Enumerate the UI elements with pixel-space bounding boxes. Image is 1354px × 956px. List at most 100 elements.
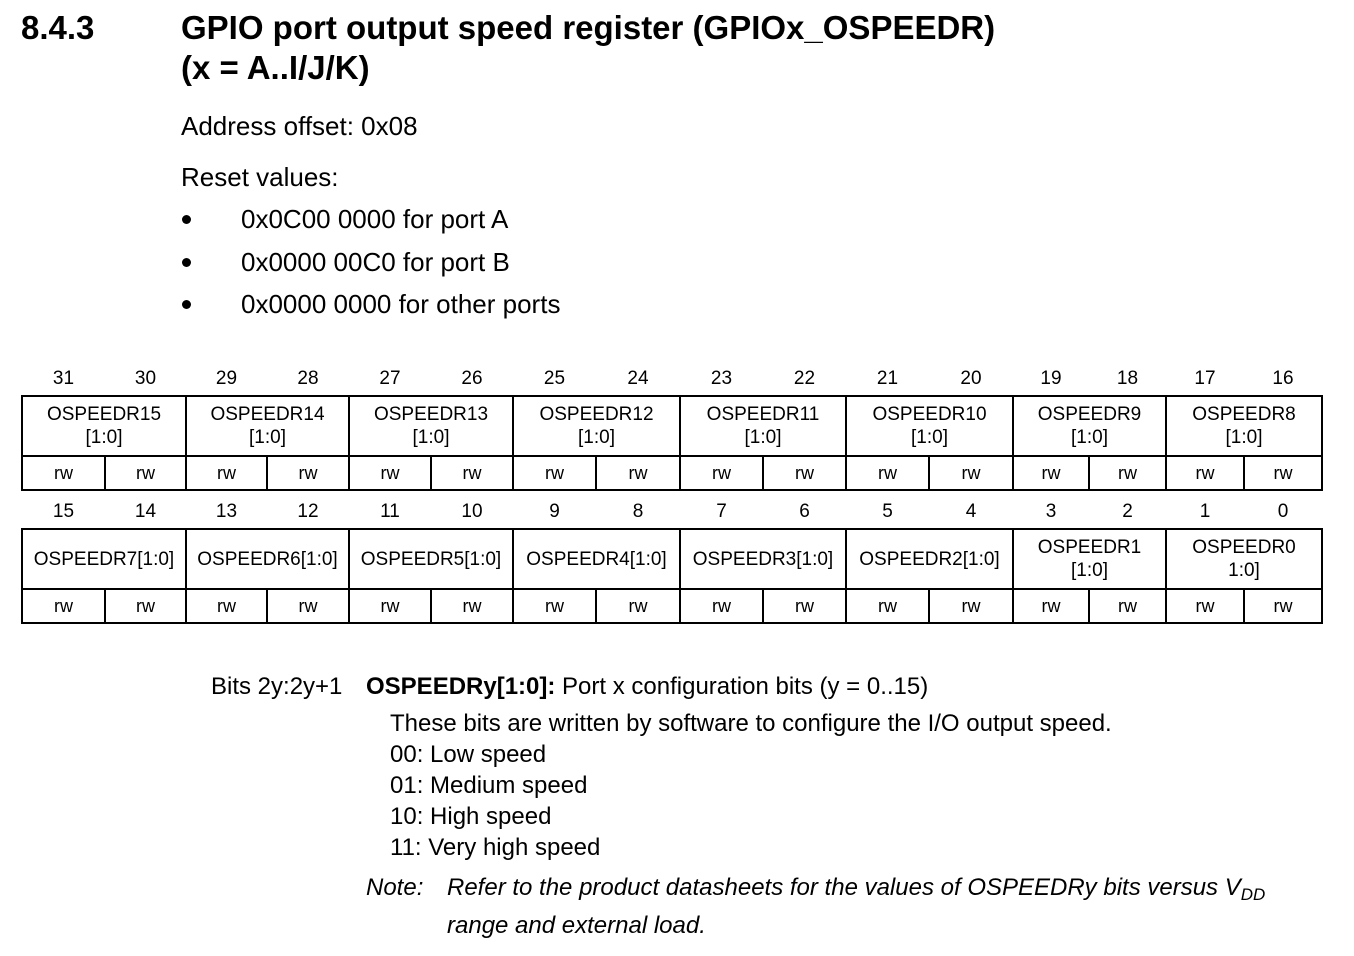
bit-number: 18 [1116,367,1139,389]
access-type: rw [1165,455,1245,491]
bit-number: 0 [1277,500,1289,522]
bit-number: 28 [297,367,319,389]
note-text: Refer to the product datasheets for the … [447,872,1265,941]
field-description-heading: OSPEEDRy[1:0]: Port x configuration bits… [366,673,928,701]
register-field: OSPEEDR7[1:0] [21,528,187,590]
access-type: rw [348,588,432,624]
description-line: 10: High speed [390,803,552,830]
register-field: OSPEEDR11 [1:0] [679,395,847,457]
access-type: rw [512,588,597,624]
access-type: rw [928,455,1014,491]
register-field: OSPEEDR14 [1:0] [185,395,350,457]
field-name: OSPEEDR2[1:0] [859,548,1000,570]
field-name: OSPEEDR3[1:0] [692,548,834,570]
access-type: rw [104,588,187,624]
field-range: 1:0] [1228,560,1260,581]
field-name-row: OSPEEDR15 [1:0] OSPEEDR14 [1:0] OSPEEDR13[… [21,395,1323,457]
register-field: OSPEEDR4[1:0] [512,528,681,590]
field-range: [1:0] [412,427,450,448]
register-field: OSPEEDR15 [1:0] [21,395,187,457]
register-field: OSPEEDR3[1:0] [679,528,847,590]
bit-number: 5 [882,500,893,522]
access-type: rw [1088,588,1167,624]
bit-number: 9 [549,500,560,522]
bit-number: 4 [965,500,977,522]
bullet-icon [182,258,191,267]
bullet-icon [182,300,191,309]
field-range: [1:0] [85,427,123,448]
reset-value-item: 0x0000 00C0 for port B [241,247,510,277]
access-type: rw [266,455,350,491]
bit-number: 23 [710,367,733,389]
field-name: OSPEEDR1 [1037,537,1142,558]
reset-values-label: Reset values: [181,162,339,192]
bit-number: 14 [134,500,157,522]
field-name: OSPEEDR7[1:0] [33,548,175,570]
access-type: rw [1012,588,1090,624]
section-title-line1: GPIO port output speed register (GPIOx_O… [181,9,996,46]
description-line: 01: Medium speed [390,772,588,799]
access-type: rw [185,455,268,491]
access-type: rw [762,588,847,624]
access-type: rw [1165,588,1245,624]
field-name: OSPEEDR11 [706,404,820,425]
bit-number: 11 [380,500,400,522]
field-name-bold: OSPEEDRy[1:0]: [366,673,556,700]
register-field: OSPEEDR10 [1:0] [845,395,1014,457]
access-type: rw [845,455,930,491]
field-range: [1:0] [911,427,948,448]
access-row: rw rw rw rw rw rw rw rw rw rw rw rw rw r… [21,455,1323,491]
field-range: [1:0] [1071,427,1108,448]
access-type: rw [595,455,681,491]
register-field: OSPEEDR12 [1:0] [512,395,681,457]
register-field: OSPEEDR9 [1:0] [1012,395,1167,457]
access-type: rw [266,588,350,624]
access-type: rw [679,455,764,491]
register-field: OSPEEDR0 1:0] [1165,528,1323,590]
field-description: Port x configuration bits (y = 0..15) [555,673,929,700]
field-range: [1:0] [1225,427,1263,448]
bit-number: 7 [716,500,727,522]
access-type: rw [185,588,268,624]
bit-number: 17 [1194,367,1216,389]
note-line2: range and external load. [447,912,706,939]
access-type: rw [1243,455,1323,491]
section-title: GPIO port output speed register (GPIOx_O… [181,8,995,88]
field-name: OSPEEDR8 [1192,404,1296,425]
bit-number: 25 [543,367,566,389]
bit-number: 15 [52,500,75,522]
access-type: rw [21,588,106,624]
description-line: 00: Low speed [390,741,547,768]
field-name: OSPEEDR15 [46,404,162,425]
field-name: OSPEEDR6[1:0] [197,548,338,570]
field-name: OSPEEDR13 [373,404,489,425]
bit-number: 22 [793,367,816,389]
section-number: 8.4.3 [21,9,95,46]
bit-number: 16 [1272,367,1294,389]
bits-label: Bits 2y:2y+1 [211,673,343,700]
register-field: OSPEEDR2[1:0] [845,528,1014,590]
field-description-body: These bits are written by software to co… [390,708,1112,863]
access-type: rw [430,455,514,491]
access-type: rw [430,588,514,624]
field-name: OSPEEDR10 [872,404,987,425]
access-type: rw [1088,455,1167,491]
field-name: OSPEEDR5[1:0] [360,548,502,570]
access-row: rw rw rw rw rw rw rw rw rw rw rw rw rw r… [21,588,1323,624]
bit-number-row: 31 30 29 28 27 26 25 24 23 22 21 20 19 1… [22,362,1322,396]
access-type: rw [928,588,1014,624]
field-range: [1:0] [249,427,286,448]
register-table-high: 31 30 29 28 27 26 25 24 23 22 21 20 19 1… [21,362,1323,491]
bit-number: 27 [379,367,401,389]
reset-value-item: 0x0C00 0000 for port A [241,204,509,234]
bit-number: 19 [1040,367,1062,389]
register-field: OSPEEDR8 [1:0] [1165,395,1323,457]
field-name: OSPEEDR12 [539,404,654,425]
bit-number: 26 [461,367,483,389]
bit-number: 30 [134,367,157,389]
bit-number: 20 [960,367,982,389]
bullet-icon [182,215,191,224]
register-field: OSPEEDR6[1:0] [185,528,350,590]
field-range: [1:0] [1071,560,1108,581]
access-type: rw [512,455,597,491]
